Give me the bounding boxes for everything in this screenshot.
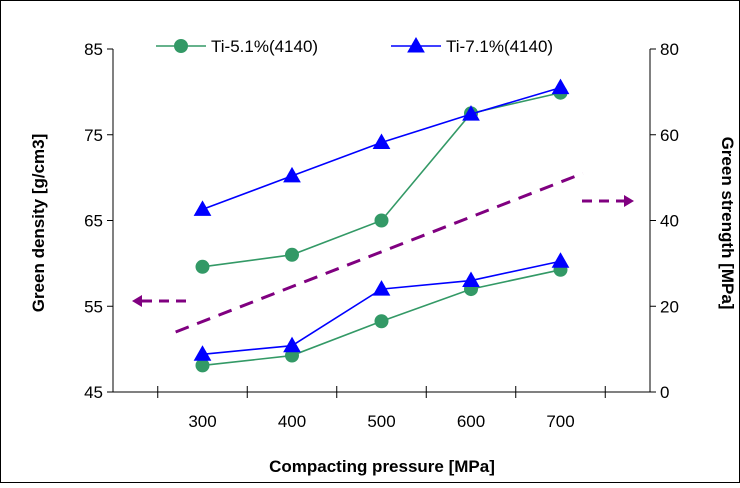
data-point-triangle — [551, 78, 570, 95]
data-point-triangle — [462, 271, 480, 288]
y-axis-right-title: Green strength [MPa] — [718, 137, 737, 310]
y-right-tick-label: 20 — [660, 297, 679, 316]
axes — [107, 48, 656, 398]
data-point-triangle — [193, 200, 212, 216]
series-1-density — [193, 78, 570, 216]
data-point-circle — [374, 314, 389, 329]
data-point-triangle — [372, 280, 391, 296]
y-right-tick-label: 40 — [660, 212, 679, 231]
x-tick-label: 300 — [188, 412, 216, 431]
data-point-triangle — [462, 105, 480, 121]
tick-labels: 300 400 500 600 700 45 55 65 75 85 0 20 40 60 80 — [84, 40, 679, 431]
x-tick-label: 700 — [546, 412, 574, 431]
data-point-circle — [195, 358, 210, 373]
series-layer — [193, 78, 570, 373]
right-axis-arrowhead — [624, 195, 634, 207]
trend-dashed-line — [175, 171, 584, 334]
data-point-circle — [174, 39, 188, 53]
x-axis-title: Compacting pressure [MPa] — [269, 457, 495, 476]
legend: Ti-5.1%(4140) Ti-7.1%(4140) — [156, 36, 553, 56]
data-point-circle — [195, 259, 210, 274]
y-axis-left-title: Green density [g/cm3] — [29, 134, 48, 313]
data-point-triangle — [372, 133, 391, 149]
data-point-circle — [285, 247, 299, 262]
legend-label: Ti-7.1%(4140) — [446, 37, 553, 56]
y-left-tick-label: 55 — [84, 297, 103, 316]
series-3-strength — [193, 252, 570, 361]
x-tick-label: 600 — [457, 412, 485, 431]
y-right-tick-label: 60 — [660, 126, 679, 145]
annotations — [132, 171, 634, 334]
legend-item-0: Ti-5.1%(4140) — [156, 37, 318, 56]
data-point-circle — [374, 213, 389, 228]
data-point-triangle — [407, 36, 425, 53]
data-point-triangle — [551, 252, 570, 268]
legend-label: Ti-5.1%(4140) — [211, 37, 318, 56]
data-point-triangle — [283, 166, 301, 183]
left-axis-arrowhead — [132, 295, 142, 307]
data-point-triangle — [283, 336, 301, 353]
x-tick-label: 500 — [367, 412, 395, 431]
y-left-tick-label: 65 — [84, 212, 103, 231]
data-point-triangle — [193, 345, 212, 361]
legend-item-1: Ti-7.1%(4140) — [391, 36, 553, 56]
y-left-tick-label: 45 — [84, 383, 103, 402]
y-left-tick-label: 85 — [84, 40, 103, 59]
x-tick-label: 400 — [278, 412, 306, 431]
y-left-tick-label: 75 — [84, 126, 103, 145]
y-right-tick-label: 0 — [660, 383, 669, 402]
y-right-tick-label: 80 — [660, 40, 679, 59]
